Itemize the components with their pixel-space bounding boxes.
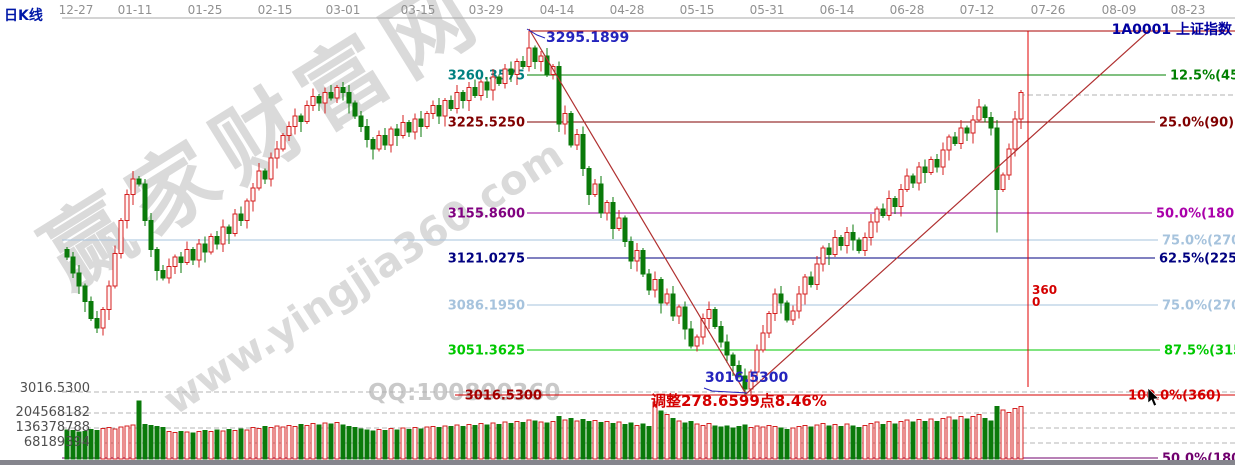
window-bottom-border (0, 460, 1235, 465)
level-left-label: 3225.5250 (448, 116, 525, 131)
level-right-label: 25.0%(90) (1159, 116, 1234, 131)
level-right-label: 75.0%(270) (1162, 234, 1235, 249)
level-left-label: 3016.5300 (465, 389, 542, 404)
level-right-label: 100.0%(360) (1128, 389, 1221, 404)
level-right-label: 50.0%(180) (1156, 207, 1235, 222)
level-right-label: 62.5%(225) (1159, 252, 1235, 267)
level-left-label: 3121.0275 (448, 252, 525, 267)
level-left-label: 3086.1950 (448, 299, 525, 314)
level-left-label: 3051.3625 (448, 344, 525, 359)
level-left-label: 3155.8600 (448, 207, 525, 222)
mouse-cursor-icon (1147, 387, 1160, 407)
level-right-label: 12.5%(45) (1170, 69, 1235, 84)
level-right-label: 87.5%(315) (1164, 344, 1235, 359)
level-right-label: 75.0%(270) (1162, 299, 1235, 314)
